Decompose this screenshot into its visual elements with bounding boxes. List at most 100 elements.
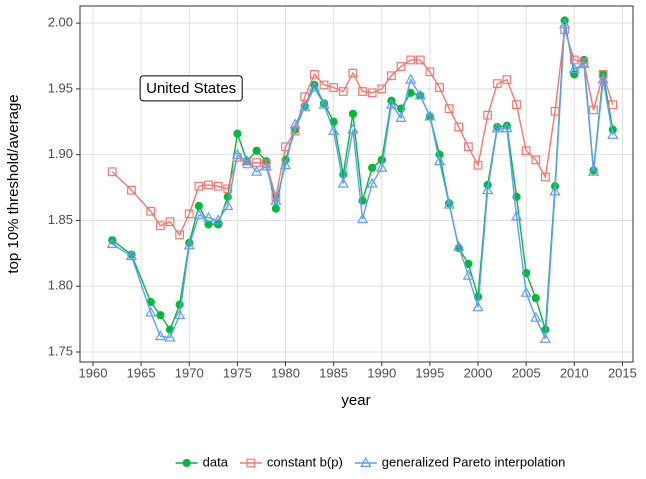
point <box>482 184 494 195</box>
plot-border <box>79 5 634 363</box>
point <box>368 163 377 172</box>
point <box>568 63 580 74</box>
point <box>415 55 425 65</box>
point <box>106 238 118 249</box>
point <box>174 309 186 320</box>
point <box>472 301 484 312</box>
point <box>491 122 503 133</box>
point <box>367 88 377 98</box>
point <box>212 214 224 225</box>
point <box>222 199 234 210</box>
point <box>414 89 426 100</box>
legend-label: constant b(p) <box>267 454 343 469</box>
point <box>424 110 436 121</box>
legend-marker <box>360 456 372 467</box>
point <box>107 167 117 177</box>
point <box>406 55 416 65</box>
point <box>146 206 156 216</box>
point <box>289 118 301 129</box>
y-tick-label: 1.90 <box>48 146 73 161</box>
x-tick-label: 2015 <box>608 365 637 380</box>
point <box>385 98 398 109</box>
point <box>531 293 540 303</box>
annotation: United States <box>146 80 236 97</box>
x-tick-label: 1980 <box>271 365 300 380</box>
point <box>512 100 521 110</box>
point <box>241 155 253 166</box>
x-tick-label: 1985 <box>319 365 348 380</box>
x-tick-label: 2010 <box>560 365 589 380</box>
point <box>347 123 359 134</box>
point <box>366 177 378 188</box>
y-tick-label: 2.00 <box>48 15 73 30</box>
point <box>386 71 396 81</box>
point <box>549 185 561 196</box>
point <box>193 209 205 220</box>
point <box>279 159 292 170</box>
point <box>184 209 194 219</box>
point <box>356 213 369 224</box>
point <box>587 165 600 176</box>
point <box>337 177 349 188</box>
legend-label: data <box>203 454 229 469</box>
point <box>531 155 541 165</box>
point <box>462 269 475 280</box>
point <box>510 210 523 221</box>
point <box>348 109 357 118</box>
point <box>318 98 330 109</box>
point <box>425 67 435 77</box>
point <box>156 311 165 320</box>
point <box>300 92 310 102</box>
point <box>578 57 590 68</box>
point <box>483 110 493 120</box>
point <box>271 204 280 213</box>
point <box>473 160 483 170</box>
point <box>260 160 272 171</box>
point <box>231 148 244 159</box>
point <box>492 79 502 89</box>
y-tick-label: 1.75 <box>48 343 73 358</box>
point <box>338 87 348 96</box>
point <box>319 80 329 90</box>
legend: data constant b(p) generalized Pareto inte… <box>175 454 566 469</box>
point <box>252 146 261 155</box>
point <box>309 70 319 79</box>
legend-marker <box>182 458 191 468</box>
x-tick-label: 1995 <box>415 365 444 380</box>
point <box>270 194 282 205</box>
point <box>589 105 598 115</box>
point <box>145 306 157 317</box>
point <box>435 83 444 92</box>
point <box>194 201 203 211</box>
point <box>155 221 165 231</box>
x-tick-label: 1960 <box>79 365 108 380</box>
y-axis-title: top 10% threshold/average <box>5 94 22 273</box>
y-tick-label: 1.95 <box>48 80 73 95</box>
point <box>299 101 311 112</box>
point <box>443 198 455 209</box>
point <box>377 84 387 94</box>
point <box>175 230 185 240</box>
point <box>204 220 213 229</box>
point <box>127 185 136 195</box>
point <box>502 75 512 85</box>
point <box>308 81 321 92</box>
point <box>202 211 215 222</box>
point <box>539 332 552 343</box>
x-tick-label: 1990 <box>367 365 396 380</box>
point <box>348 68 358 78</box>
point <box>541 172 550 182</box>
point <box>164 331 176 342</box>
point <box>405 73 417 84</box>
point <box>570 70 579 79</box>
point <box>183 239 195 250</box>
x-axis-title: year <box>341 392 370 409</box>
plot-background <box>80 6 633 362</box>
legend-label: generalized Pareto interpolation <box>382 454 566 469</box>
point <box>329 83 339 92</box>
point <box>251 165 263 176</box>
x-tick-label: 1975 <box>223 365 252 380</box>
point <box>444 104 454 114</box>
